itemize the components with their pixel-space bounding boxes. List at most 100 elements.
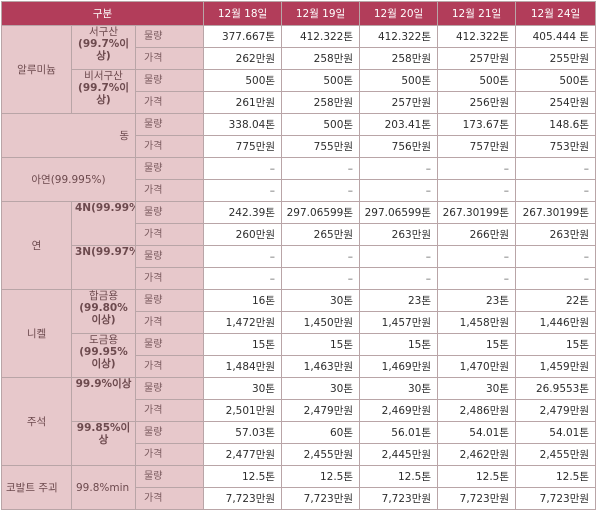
metal-nickel: 니켈 <box>1 289 72 378</box>
metal-aluminum: 알루미늄 <box>1 25 72 114</box>
value-cell: – <box>281 179 361 202</box>
value-cell: 15톤 <box>515 333 597 356</box>
value-cell: 261만원 <box>203 91 283 114</box>
value-cell: 258만원 <box>281 91 361 114</box>
qty-label: 물량 <box>134 465 205 488</box>
value-cell: 2,469만원 <box>359 399 439 422</box>
value-cell: 412.322톤 <box>437 25 517 48</box>
value-cell: 30톤 <box>359 377 439 400</box>
value-cell: – <box>437 179 517 202</box>
value-cell: 173.67톤 <box>437 113 517 136</box>
header-date: 12월 21일 <box>437 1 517 26</box>
price-label: 가격 <box>134 47 205 70</box>
value-cell: 267.30199톤 <box>515 201 597 224</box>
value-cell: 338.04톤 <box>203 113 283 136</box>
value-cell: 30톤 <box>281 289 361 312</box>
table-row: 니켈 합금용 (99.80%이상) 물량 16톤 30톤 23톤 23톤 22톤 <box>1 289 597 378</box>
table-row: 코발트 주괴 99.8%min 물량 12.5톤 12.5톤 12.5톤 12.… <box>1 465 597 510</box>
value-cell: 15톤 <box>203 333 283 356</box>
table-row: 가격 7,723만원 7,723만원 7,723만원 7,723만원 7,723… <box>2 487 597 510</box>
value-cell: 297.06599톤 <box>359 201 439 224</box>
price-label: 가격 <box>134 135 205 158</box>
value-cell: 1,450만원 <box>281 311 361 334</box>
value-cell: – <box>515 267 597 290</box>
value-cell: – <box>515 179 597 202</box>
value-cell: 377.667톤 <box>203 25 283 48</box>
value-cell: – <box>437 267 517 290</box>
value-cell: 262만원 <box>203 47 283 70</box>
value-cell: 30톤 <box>203 377 283 400</box>
tin-high-grade: 99.9%이상 <box>71 377 136 422</box>
nickel-alloy-purity: (99.80%이상) <box>79 302 128 326</box>
qty-label: 물량 <box>134 69 205 92</box>
value-cell: 257만원 <box>437 47 517 70</box>
value-cell: 2,486만원 <box>437 399 517 422</box>
table-row: 가격 – – – – – <box>2 267 597 290</box>
qty-label: 물량 <box>134 201 205 224</box>
value-cell: 60톤 <box>281 421 361 444</box>
value-cell: – <box>437 157 517 180</box>
table-row: 가격 261만원 258만원 257만원 256만원 254만원 <box>2 91 597 114</box>
header-date: 12월 20일 <box>359 1 439 26</box>
price-label: 가격 <box>134 179 205 202</box>
table-row: 가격 – – – – – <box>2 179 597 202</box>
value-cell: – <box>281 157 361 180</box>
table-row: 비서구산 (99.7%이상) 물량 500톤 500톤 500톤 500톤 50… <box>2 69 597 114</box>
value-cell: 26.9553톤 <box>515 377 597 400</box>
value-cell: 2,501만원 <box>203 399 283 422</box>
metal-lead: 연 <box>1 201 72 290</box>
nickel-plating-purity: (99.95%이상) <box>79 346 128 370</box>
value-cell: 412.322톤 <box>359 25 439 48</box>
value-cell: 23톤 <box>437 289 517 312</box>
header-date: 12월 24일 <box>515 1 597 26</box>
value-cell: 500톤 <box>281 69 361 92</box>
value-cell: – <box>203 179 283 202</box>
value-cell: – <box>359 157 439 180</box>
lead-4n-grade: 4N(99.99%) <box>71 201 136 246</box>
value-cell: – <box>359 245 439 268</box>
qty-label: 물량 <box>134 421 205 444</box>
price-label: 가격 <box>134 91 205 114</box>
value-cell: 500톤 <box>515 69 597 92</box>
value-cell: 255만원 <box>515 47 597 70</box>
aluminum-nonwest-region: 비서구산 <box>84 70 123 83</box>
value-cell: 500톤 <box>437 69 517 92</box>
table-row: 3N(99.97%) 물량 – – – – – <box>2 245 597 290</box>
header-date: 12월 19일 <box>281 1 361 26</box>
value-cell: 1,457만원 <box>359 311 439 334</box>
price-label: 가격 <box>134 487 205 510</box>
value-cell: 12.5톤 <box>203 465 283 488</box>
table-row: 가격 260만원 265만원 263만원 266만원 263만원 <box>2 223 597 246</box>
table-row: 가격 2,501만원 2,479만원 2,469만원 2,486만원 2,479… <box>2 399 597 422</box>
value-cell: 260만원 <box>203 223 283 246</box>
value-cell: 1,470만원 <box>437 355 517 378</box>
table-row: 아연(99.995%) 물량 – – – – – <box>1 157 597 202</box>
value-cell: 7,723만원 <box>437 487 517 510</box>
value-cell: 756만원 <box>359 135 439 158</box>
aluminum-nonwest-purity: (99.7%이상) <box>78 82 129 106</box>
value-cell: 22톤 <box>515 289 597 312</box>
lead-3n-grade-label: 3N(99.97%) <box>75 246 135 259</box>
metal-copper: 동 <box>1 113 136 158</box>
value-cell: 256만원 <box>437 91 517 114</box>
value-cell: 15톤 <box>359 333 439 356</box>
value-cell: 16톤 <box>203 289 283 312</box>
metal-price-table: 구분 12월 18일 12월 19일 12월 20일 12월 21일 12월 2… <box>0 1 597 510</box>
value-cell: 54.01톤 <box>515 421 597 444</box>
value-cell: 1,472만원 <box>203 311 283 334</box>
metal-zinc: 아연(99.995%) <box>1 157 136 202</box>
value-cell: 30톤 <box>437 377 517 400</box>
aluminum-west-origin: 서구산 (99.7%이상) <box>71 25 136 70</box>
value-cell: 755만원 <box>281 135 361 158</box>
value-cell: 15톤 <box>437 333 517 356</box>
price-label: 가격 <box>134 355 205 378</box>
table-row: 도금용 (99.95%이상) 물량 15톤 15톤 15톤 15톤 15톤 <box>2 333 597 378</box>
value-cell: 265만원 <box>281 223 361 246</box>
value-cell: – <box>359 179 439 202</box>
tin-low-grade: 99.85%이상 <box>71 421 136 466</box>
nickel-plating-label: 도금용 <box>89 334 118 347</box>
value-cell: 12.5톤 <box>359 465 439 488</box>
value-cell: 1,459만원 <box>515 355 597 378</box>
aluminum-west-region: 서구산 <box>89 26 118 39</box>
value-cell: 405.444 톤 <box>515 25 597 48</box>
